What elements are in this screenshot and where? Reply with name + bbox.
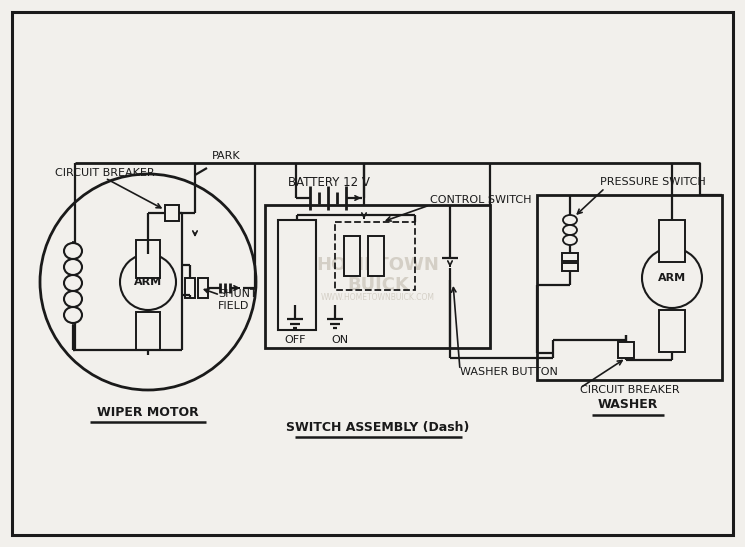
Bar <box>618 342 634 358</box>
Bar <box>659 310 685 352</box>
Text: PRESSURE SWITCH: PRESSURE SWITCH <box>600 177 706 187</box>
Bar <box>136 240 160 278</box>
Text: ARM: ARM <box>134 277 162 287</box>
Ellipse shape <box>64 291 82 307</box>
Text: HOMETOWN
BUICK: HOMETOWN BUICK <box>317 255 440 294</box>
Text: CIRCUIT BREAKER: CIRCUIT BREAKER <box>580 385 679 395</box>
Ellipse shape <box>563 235 577 245</box>
Text: WASHER: WASHER <box>597 399 658 411</box>
Text: CIRCUIT BREAKER: CIRCUIT BREAKER <box>55 168 155 178</box>
Ellipse shape <box>563 225 577 235</box>
Circle shape <box>642 248 702 308</box>
Text: SWITCH ASSEMBLY (Dash): SWITCH ASSEMBLY (Dash) <box>286 421 469 434</box>
Ellipse shape <box>64 275 82 291</box>
Ellipse shape <box>64 307 82 323</box>
Bar <box>562 253 578 261</box>
Text: WASHER BUTTON: WASHER BUTTON <box>460 367 558 377</box>
Ellipse shape <box>563 215 577 225</box>
Ellipse shape <box>64 259 82 275</box>
Text: WWW.HOMETOWNBUICK.COM: WWW.HOMETOWNBUICK.COM <box>321 294 435 302</box>
Text: SHUNT
FIELD: SHUNT FIELD <box>218 289 257 311</box>
Text: ON: ON <box>332 335 349 345</box>
Text: ARM: ARM <box>658 273 686 283</box>
Bar <box>165 205 179 221</box>
Bar <box>278 220 316 330</box>
Text: OFF: OFF <box>285 335 305 345</box>
Text: WIPER MOTOR: WIPER MOTOR <box>97 405 199 418</box>
Bar <box>198 278 208 298</box>
Bar <box>537 195 722 380</box>
Bar <box>659 220 685 262</box>
Text: BATTERY 12 V: BATTERY 12 V <box>288 177 370 189</box>
Bar <box>344 236 360 276</box>
Bar <box>368 236 384 276</box>
Circle shape <box>120 254 176 310</box>
Text: PARK: PARK <box>212 151 241 161</box>
Ellipse shape <box>64 243 82 259</box>
Text: CONTROL SWITCH: CONTROL SWITCH <box>430 195 531 205</box>
Bar <box>136 312 160 350</box>
Circle shape <box>40 174 256 390</box>
Bar <box>265 205 490 348</box>
Bar <box>185 278 195 298</box>
Bar <box>335 222 415 290</box>
Bar <box>562 263 578 271</box>
